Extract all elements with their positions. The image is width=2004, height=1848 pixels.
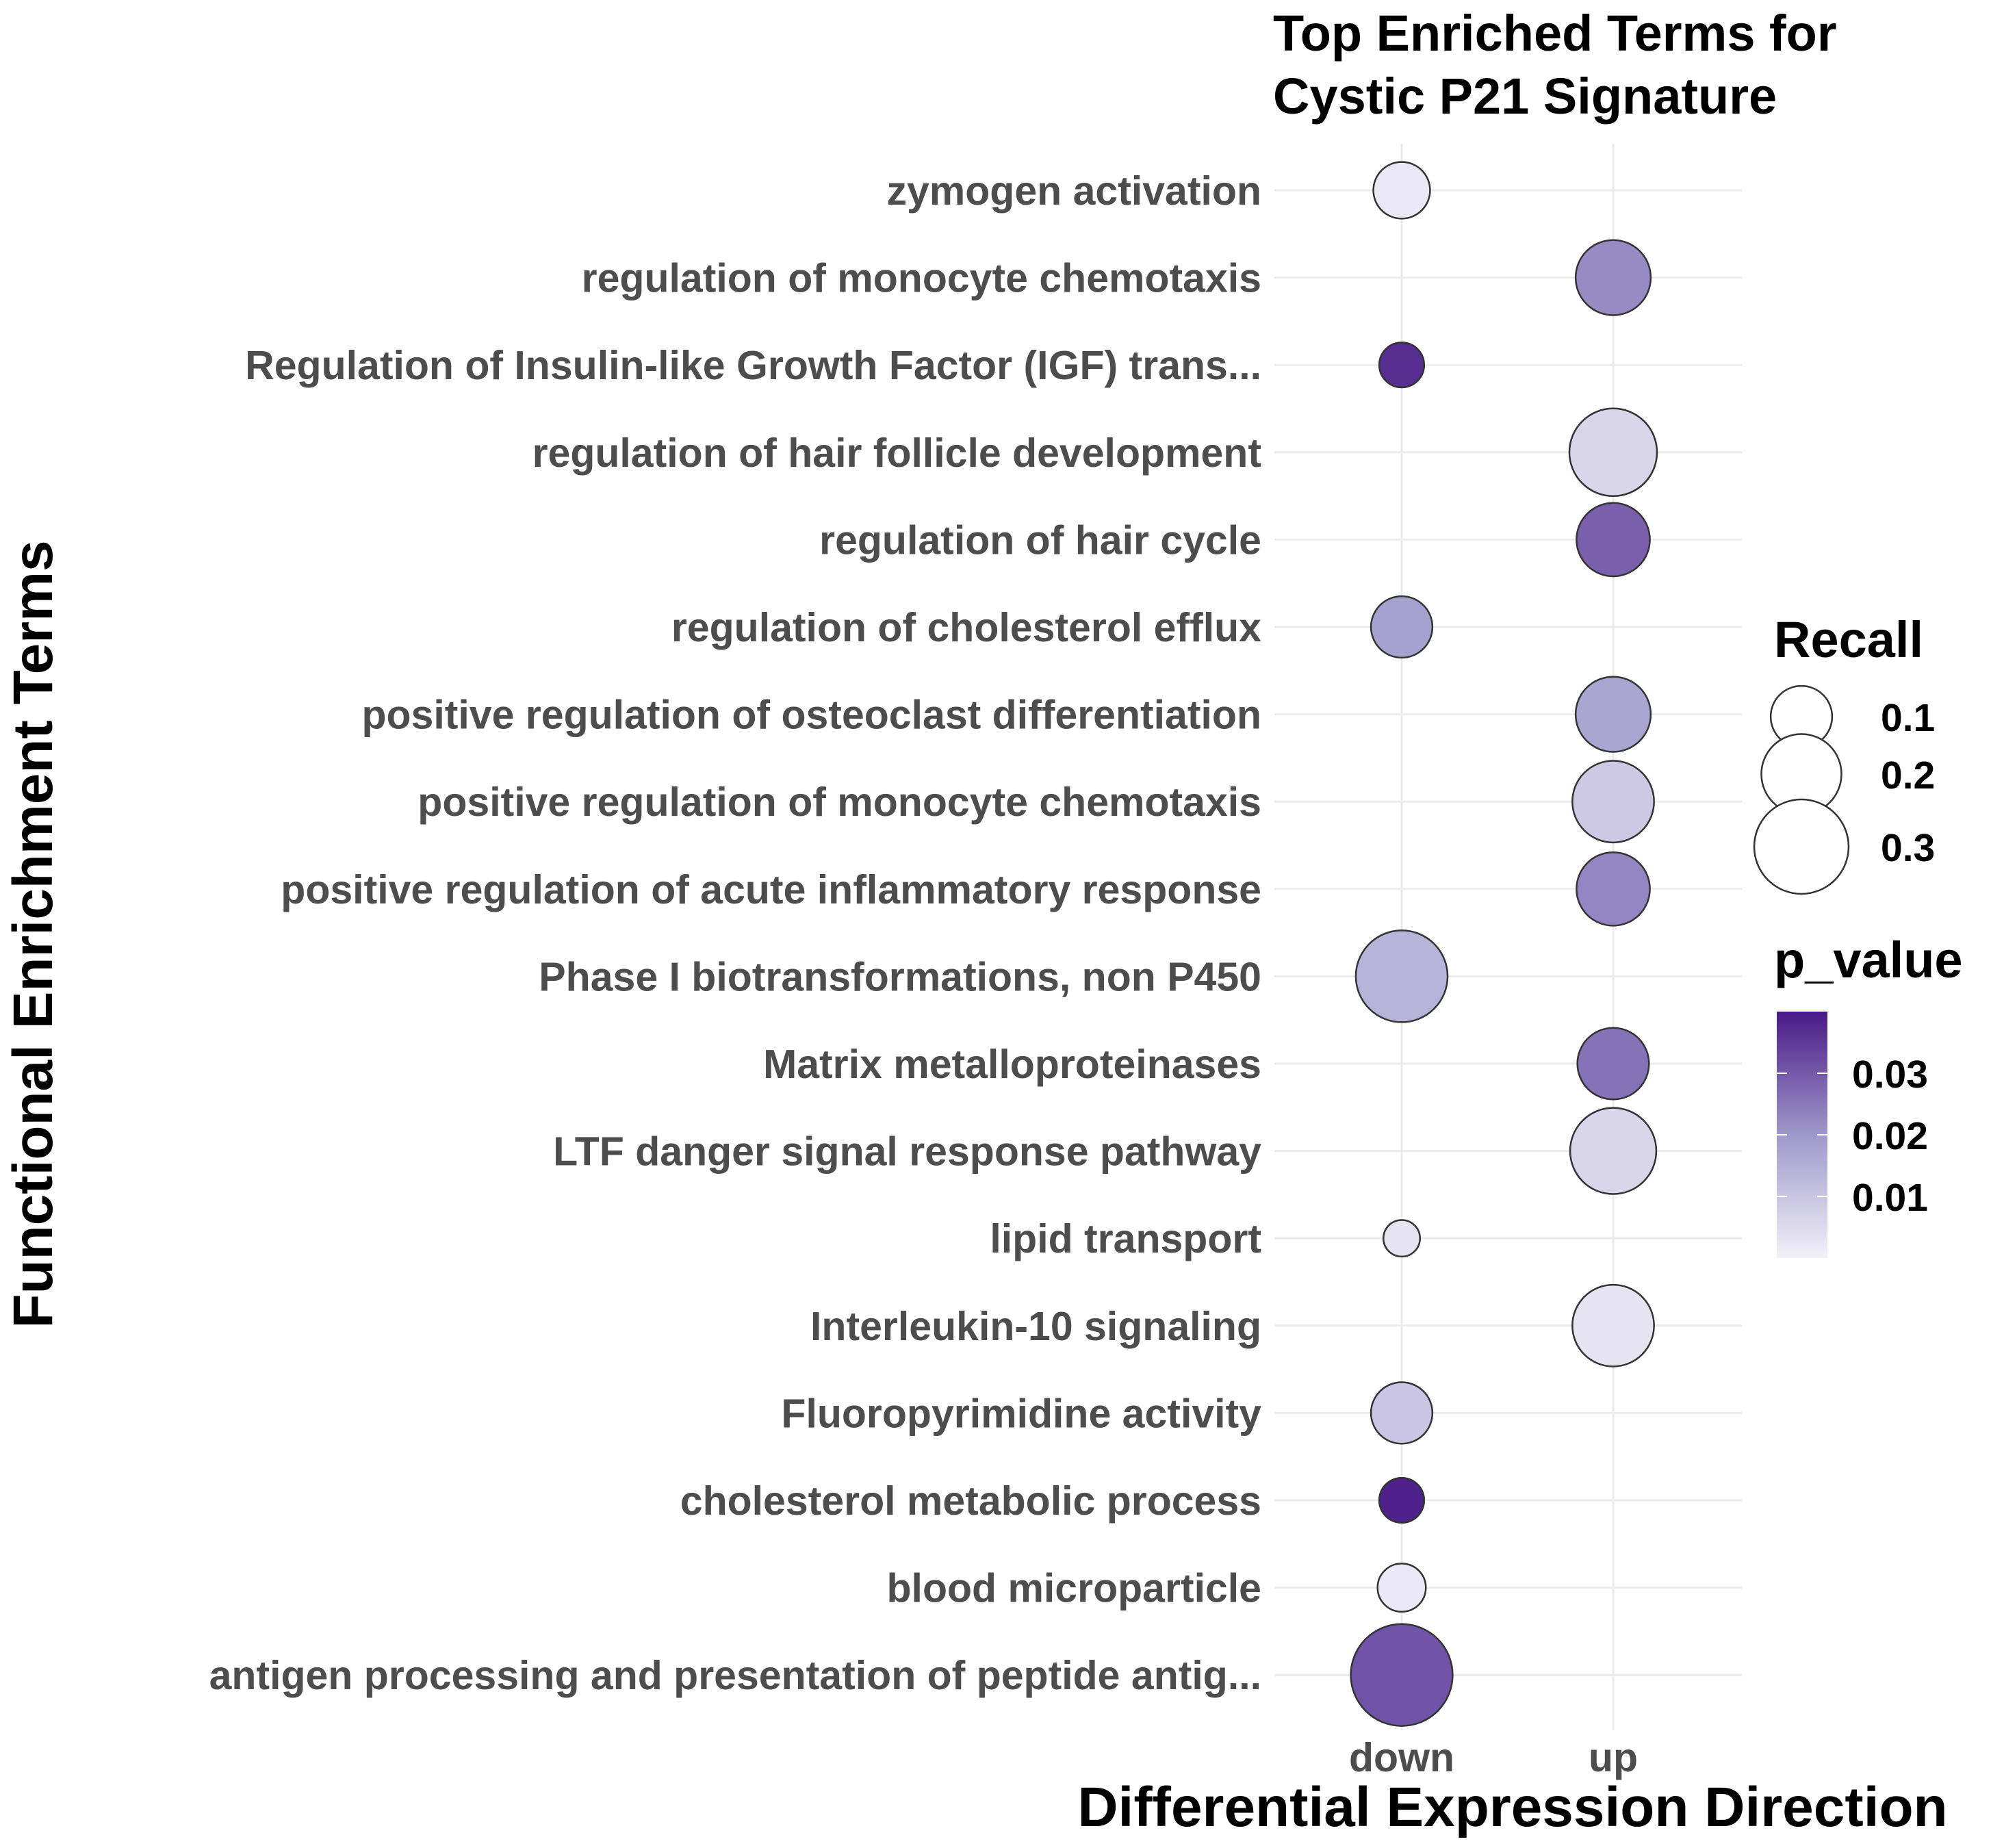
y-tick-label: positive regulation of osteoclast differ… bbox=[361, 693, 1261, 738]
data-point bbox=[1370, 1381, 1434, 1445]
data-point bbox=[1574, 676, 1652, 753]
legend: Recall 0.1 0.2 0.3 p_value 0.01 0.02 0.03 bbox=[1753, 611, 1963, 1258]
y-tick-label: regulation of cholesterol efflux bbox=[671, 605, 1261, 650]
data-point bbox=[1370, 595, 1434, 659]
y-tick-label: regulation of hair cycle bbox=[819, 517, 1261, 563]
legend-size-label: 0.1 bbox=[1881, 696, 1935, 740]
data-point bbox=[1354, 929, 1449, 1023]
data-point bbox=[1571, 1283, 1655, 1368]
data-point bbox=[1576, 851, 1651, 927]
y-tick-label: lipid transport bbox=[990, 1216, 1261, 1261]
x-tick-label-up: up bbox=[1589, 1735, 1638, 1780]
y-tick-label: Fluoropyrimidine activity bbox=[781, 1391, 1261, 1436]
size-legend: 0.1 0.2 0.3 bbox=[1753, 684, 1935, 895]
chart-title-line-2: Cystic P21 Signature bbox=[1273, 68, 1777, 125]
data-point bbox=[1571, 760, 1655, 844]
y-tick-label: cholesterol metabolic process bbox=[680, 1478, 1261, 1524]
point-layer bbox=[1350, 161, 1658, 1727]
y-tick-labels: zymogen activation regulation of monocyte… bbox=[209, 168, 1262, 1698]
data-point bbox=[1568, 407, 1658, 498]
y-tick-label: Matrix metalloproteinases bbox=[763, 1042, 1261, 1087]
data-point bbox=[1378, 1476, 1426, 1524]
data-point bbox=[1378, 342, 1426, 389]
y-tick-label: Regulation of Insulin-like Growth Factor… bbox=[245, 343, 1261, 388]
data-point bbox=[1576, 1027, 1650, 1101]
legend-pvalue-label: 0.02 bbox=[1852, 1114, 1928, 1158]
legend-recall-title: Recall bbox=[1774, 611, 1923, 668]
legend-pvalue-title: p_value bbox=[1774, 932, 1963, 988]
y-tick-label: antigen processing and presentation of p… bbox=[209, 1653, 1261, 1698]
data-point bbox=[1569, 1107, 1658, 1195]
x-tick-labels: down up bbox=[1349, 1735, 1638, 1780]
y-tick-label: Phase I biotransformations, non P450 bbox=[539, 954, 1261, 999]
data-point bbox=[1372, 161, 1431, 220]
y-tick-label: zymogen activation bbox=[886, 168, 1261, 214]
legend-pvalue-label: 0.01 bbox=[1852, 1176, 1928, 1220]
x-tick-label-down: down bbox=[1349, 1735, 1454, 1780]
legend-size-key bbox=[1753, 798, 1850, 895]
data-point bbox=[1376, 1563, 1427, 1613]
data-point bbox=[1350, 1623, 1454, 1727]
data-point bbox=[1383, 1219, 1421, 1258]
data-point bbox=[1576, 502, 1651, 578]
legend-size-label: 0.3 bbox=[1881, 826, 1935, 870]
y-tick-label: blood microparticle bbox=[887, 1566, 1261, 1611]
chart-title-line-1: Top Enriched Terms for bbox=[1273, 5, 1837, 62]
y-tick-label: regulation of monocyte chemotaxis bbox=[582, 256, 1261, 301]
y-tick-label: Interleukin-10 signaling bbox=[810, 1304, 1261, 1349]
y-tick-label: regulation of hair follicle development bbox=[532, 431, 1261, 476]
data-point bbox=[1574, 239, 1652, 316]
y-axis-title: Functional Enrichment Terms bbox=[2, 540, 64, 1328]
y-tick-label: LTF danger signal response pathway bbox=[553, 1129, 1261, 1175]
color-legend-ticks: 0.01 0.02 0.03 bbox=[1777, 1053, 1928, 1220]
x-axis-title: Differential Expression Direction bbox=[1077, 1776, 1947, 1838]
legend-pvalue-label: 0.03 bbox=[1852, 1053, 1928, 1096]
legend-size-label: 0.2 bbox=[1881, 754, 1935, 797]
grid-layer bbox=[1274, 144, 1742, 1730]
y-tick-label: positive regulation of acute inflammator… bbox=[281, 867, 1261, 912]
y-tick-label: positive regulation of monocyte chemotax… bbox=[418, 780, 1261, 825]
